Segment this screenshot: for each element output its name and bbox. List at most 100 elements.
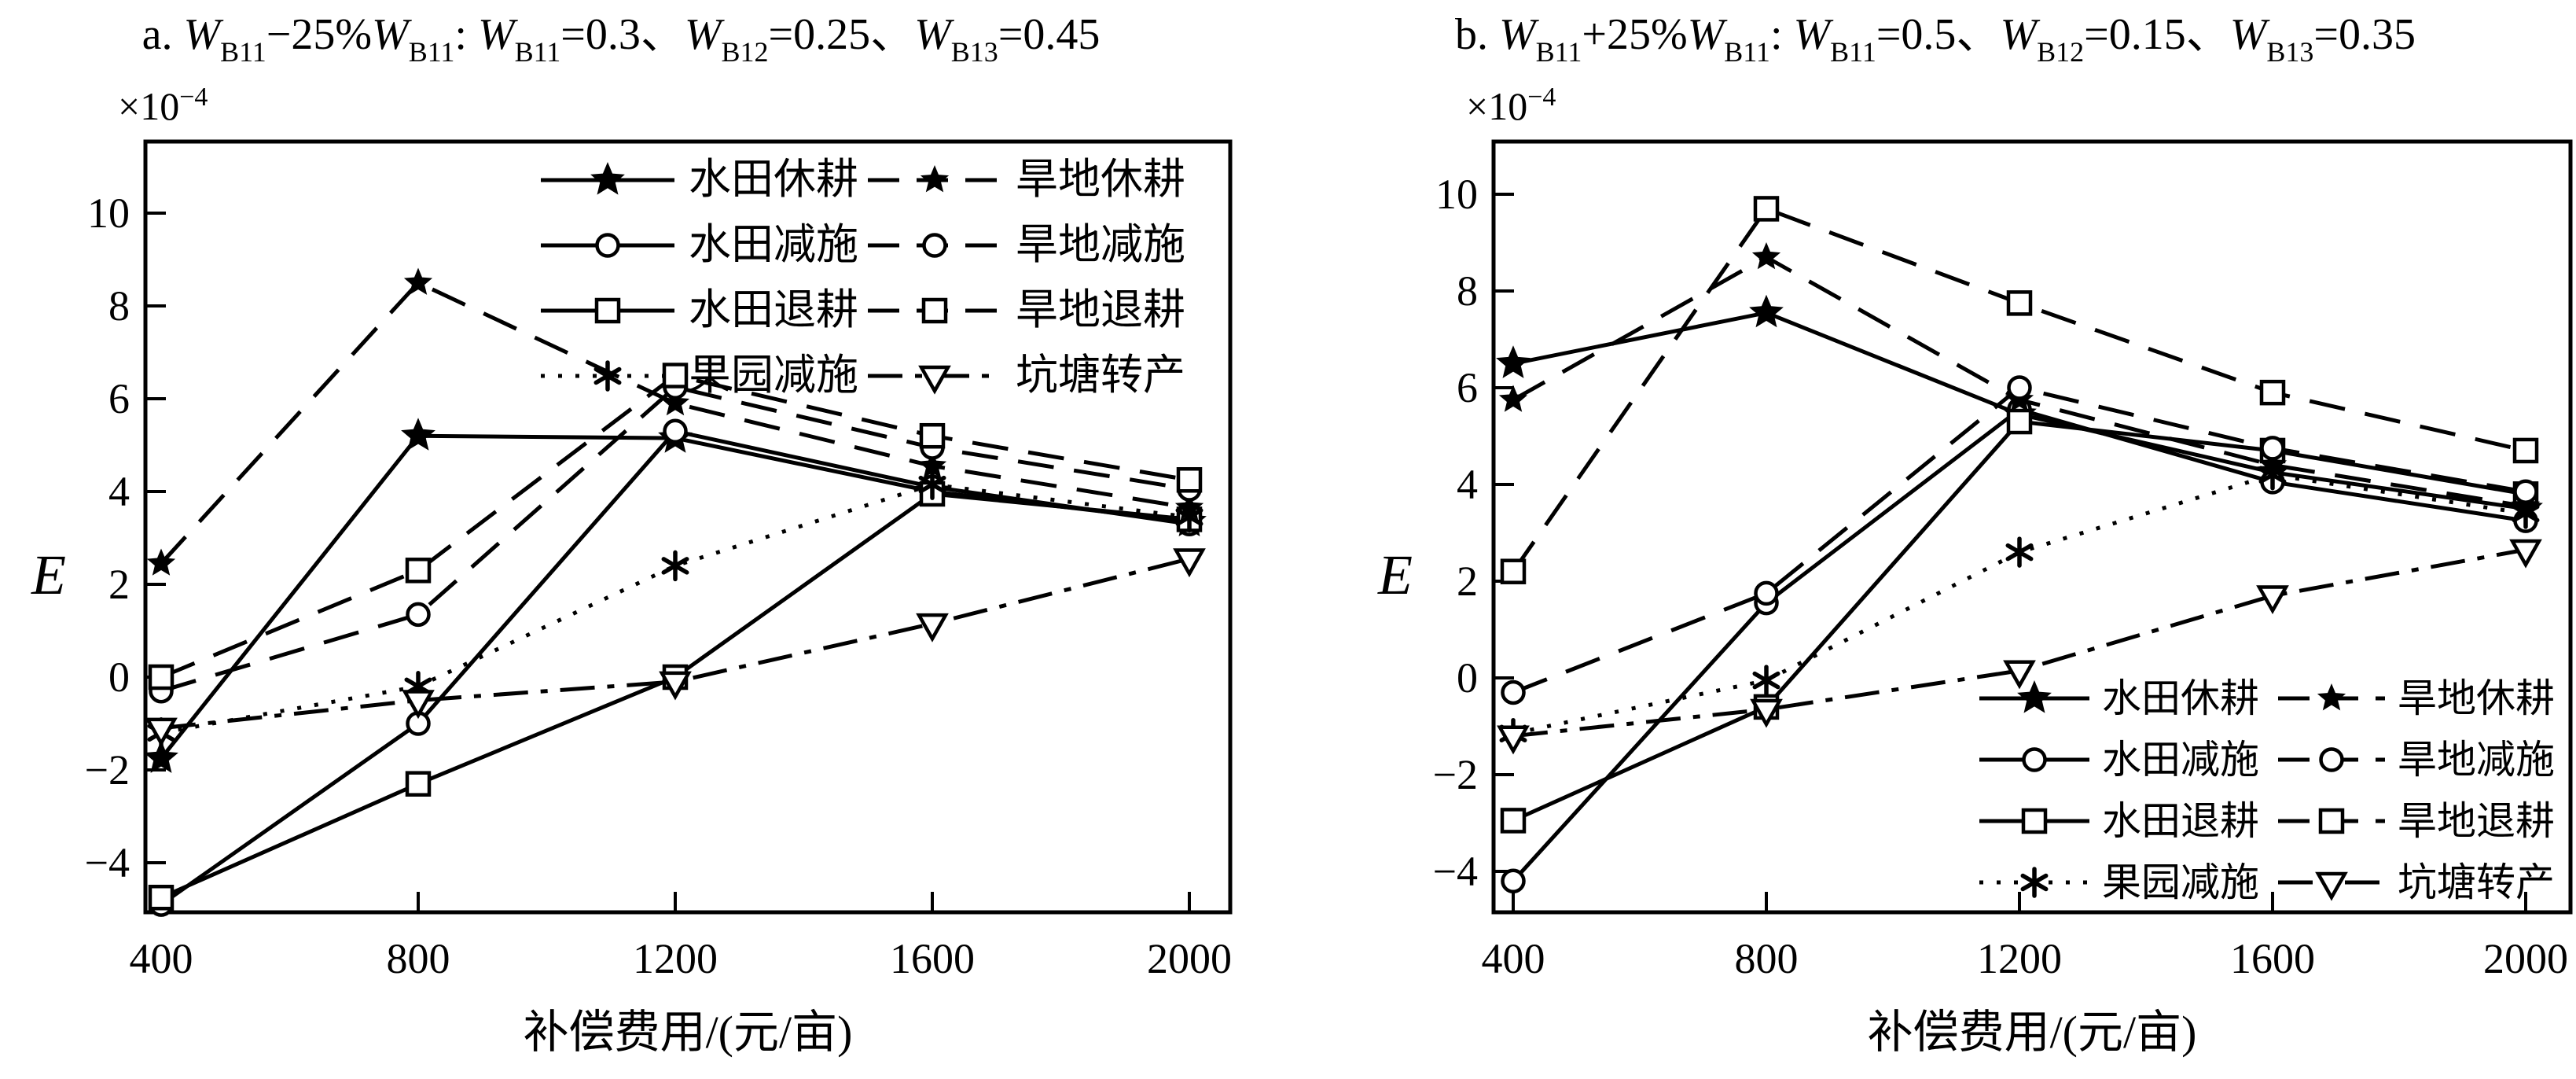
square-marker-icon xyxy=(2318,808,2345,834)
legend-label: 旱地休耕 xyxy=(1016,156,1185,203)
square-marker-icon xyxy=(662,363,689,389)
x-tick-label: 1200 xyxy=(1977,935,2062,982)
y-tick-label: 6 xyxy=(108,375,130,422)
legend-label: 果园减施 xyxy=(2102,860,2259,904)
series-line-orchard-reduced-fertilizer xyxy=(160,482,1190,735)
y-tick-label: −4 xyxy=(85,839,130,886)
triangle-down-marker-icon xyxy=(2315,871,2348,901)
series-paddy-reduced-fertilizer xyxy=(1501,396,2538,894)
legend-item-pond-conversion: 坑塘转产 xyxy=(868,352,1185,399)
star-marker-icon xyxy=(146,548,176,576)
y-scale-note: ×10−4 xyxy=(1466,83,1556,128)
legend-item-orchard-reduced-fertilizer: 果园减施 xyxy=(1979,860,2259,904)
legend-label: 坑塘转产 xyxy=(1016,352,1185,399)
legend-item-dryland-reduced-fertilizer: 旱地减施 xyxy=(868,221,1185,268)
plot-box xyxy=(1491,139,2573,915)
series-orchard-reduced-fertilizer xyxy=(147,469,1203,749)
series-dryland-returned xyxy=(148,363,1203,690)
y-axis-label: E xyxy=(31,543,66,606)
y-tick-label: 0 xyxy=(108,654,130,701)
legend-label: 旱地退耕 xyxy=(2398,799,2555,843)
series-pond-conversion xyxy=(145,548,1206,747)
x-tick-label: 1200 xyxy=(633,935,718,982)
circle-marker-icon xyxy=(2513,479,2538,504)
star-marker-icon xyxy=(590,162,625,195)
legend-item-paddy-returned: 水田退耕 xyxy=(1979,799,2259,843)
circle-marker-icon xyxy=(2319,747,2344,772)
triangle-down-marker-icon xyxy=(659,671,692,701)
y-tick-label: 8 xyxy=(1457,267,1478,315)
series-dryland-fallow xyxy=(146,267,1204,576)
star-marker-icon xyxy=(660,388,690,416)
panel-a-title: a. WB11−25%WB11: WB11=0.3、WB12=0.25、WB13… xyxy=(142,10,1101,68)
circle-marker-icon xyxy=(406,602,431,628)
square-marker-icon xyxy=(2512,437,2539,464)
y-tick-label: 6 xyxy=(1457,364,1478,411)
legend-item-dryland-returned: 旱地退耕 xyxy=(868,286,1185,333)
legend-label: 水田休耕 xyxy=(2102,676,2259,720)
legend-label: 水田减施 xyxy=(689,221,858,268)
square-marker-icon xyxy=(921,297,948,324)
legend-item-paddy-fallow: 水田休耕 xyxy=(541,156,858,203)
plot-box xyxy=(143,139,1233,915)
y-tick-label: 4 xyxy=(108,468,130,515)
square-marker-icon xyxy=(1176,467,1203,493)
square-marker-icon xyxy=(405,558,432,584)
asterisk-marker-icon xyxy=(2020,867,2049,898)
square-marker-icon xyxy=(1753,196,1780,222)
circle-marker-icon xyxy=(1501,868,1526,894)
series-orchard-reduced-fertilizer xyxy=(1499,458,2540,749)
legend-label: 水田退耕 xyxy=(689,286,858,333)
y-tick-label: 2 xyxy=(1457,558,1478,605)
y-tick-label: 10 xyxy=(87,190,130,237)
series-pond-conversion xyxy=(1497,539,2542,755)
circle-marker-icon xyxy=(922,233,947,258)
series-line-paddy-reduced-fertilizer xyxy=(1512,407,2526,882)
star-marker-icon xyxy=(144,740,178,773)
legend-item-paddy-reduced-fertilizer: 水田减施 xyxy=(541,221,858,268)
legend-item-dryland-fallow: 旱地休耕 xyxy=(868,156,1185,203)
panel-b-title: b. WB11+25%WB11: WB11=0.5、WB12=0.15、WB13… xyxy=(1455,10,2416,68)
square-marker-icon xyxy=(2006,290,2033,316)
star-marker-icon xyxy=(917,451,947,478)
circle-marker-icon xyxy=(595,233,620,258)
star-marker-icon xyxy=(1496,345,1531,378)
y-tick-label: −4 xyxy=(1433,848,1478,895)
star-marker-icon xyxy=(920,165,950,193)
square-marker-icon xyxy=(2259,379,2286,406)
square-marker-icon xyxy=(919,422,946,449)
series-line-dryland-fallow xyxy=(160,280,1190,565)
x-axis-label: 补偿费用/(元/亩) xyxy=(1868,1007,2197,1058)
legend-label: 旱地减施 xyxy=(2398,738,2555,782)
circle-marker-icon xyxy=(2007,375,2032,400)
legend-item-paddy-returned: 水田退耕 xyxy=(541,286,858,333)
legend-item-dryland-reduced-fertilizer: 旱地减施 xyxy=(2278,738,2555,782)
asterisk-marker-icon xyxy=(2005,536,2034,568)
legend-label: 旱地退耕 xyxy=(1016,286,1185,333)
star-marker-icon xyxy=(1498,385,1528,412)
circle-marker-icon xyxy=(2260,436,2285,461)
x-tick-label: 1600 xyxy=(2230,935,2315,982)
series-paddy-returned xyxy=(1500,408,2539,834)
series-dryland-reduced-fertilizer xyxy=(1501,375,2538,705)
legend-item-pond-conversion: 坑塘转产 xyxy=(2278,860,2555,904)
triangle-down-marker-icon xyxy=(145,717,178,747)
star-marker-icon xyxy=(1751,242,1781,270)
circle-marker-icon xyxy=(663,418,688,444)
triangle-down-marker-icon xyxy=(916,613,949,643)
legend-item-paddy-reduced-fertilizer: 水田减施 xyxy=(1979,738,2259,782)
legend-item-orchard-reduced-fertilizer: 果园减施 xyxy=(541,352,858,399)
legend-item-dryland-returned: 旱地退耕 xyxy=(2278,799,2555,843)
panel-b: b. WB11+25%WB11: WB11=0.5、WB12=0.15、WB13… xyxy=(1377,10,2573,1058)
x-tick-label: 400 xyxy=(1482,935,1545,982)
y-tick-label: −2 xyxy=(85,746,130,794)
star-marker-icon xyxy=(401,418,435,451)
triangle-down-marker-icon xyxy=(2509,539,2542,569)
circle-marker-icon xyxy=(2022,747,2047,772)
x-tick-label: 2000 xyxy=(2483,935,2568,982)
